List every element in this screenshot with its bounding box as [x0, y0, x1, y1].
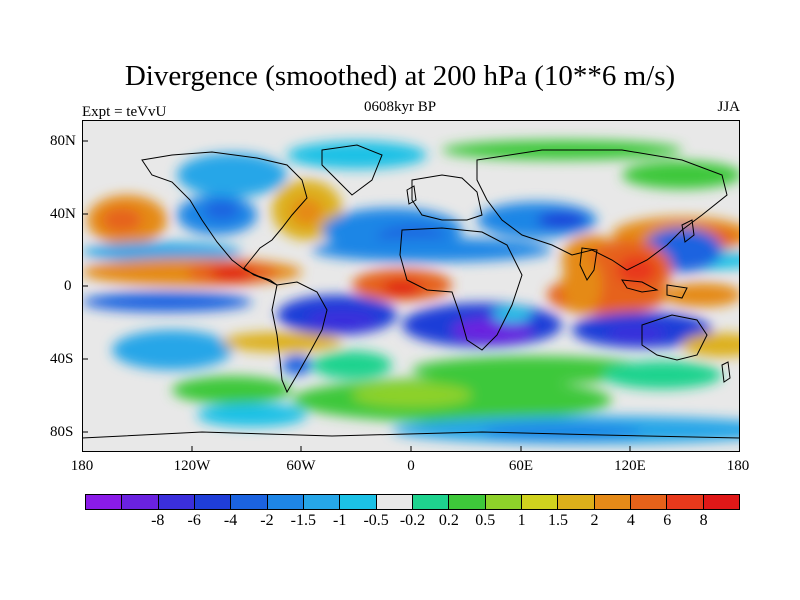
- lon-label-60e: 60E: [508, 458, 534, 474]
- time-label: 0608kyr BP: [363, 99, 437, 115]
- colorbar-swatch: [231, 495, 268, 509]
- lat-label-80s: 80S: [50, 424, 74, 440]
- colorbar-swatch: [412, 495, 450, 509]
- colorbar-swatch: [86, 495, 123, 509]
- colorbar-label: -0.5: [363, 512, 389, 529]
- colorbar-label: 8: [699, 512, 708, 529]
- colorbar-label: 2: [590, 512, 599, 529]
- lat-label-40n: 40N: [50, 206, 76, 222]
- season-label: JJA: [717, 99, 740, 115]
- colorbar: [85, 494, 740, 510]
- plot-title: Divergence (smoothed) at 200 hPa (10**6 …: [124, 60, 676, 92]
- colorbar-label: 0.5: [475, 512, 496, 529]
- experiment-label: Expt = teVvU: [82, 104, 167, 120]
- colorbar-label: -4: [223, 512, 238, 529]
- colorbar-label: 6: [663, 512, 672, 529]
- colorbar-swatch: [485, 495, 522, 509]
- colorbar-label: 1.5: [548, 512, 569, 529]
- lon-label-60w: 60W: [286, 458, 316, 474]
- lat-label-80n: 80N: [50, 133, 76, 149]
- colorbar-swatch: [449, 495, 486, 509]
- colorbar-swatch: [703, 495, 739, 509]
- colorbar-swatch: [667, 495, 704, 509]
- lat-label-eq: 0: [64, 278, 72, 294]
- colorbar-swatch: [267, 495, 304, 509]
- colorbar-label: 0.2: [438, 512, 459, 529]
- colorbar-swatch: [558, 495, 595, 509]
- colorbar-swatch: [594, 495, 631, 509]
- lon-label-0: 0: [407, 458, 415, 474]
- colorbar-label: -0.2: [399, 512, 426, 529]
- lon-label-120w: 120W: [173, 458, 211, 474]
- colorbar-swatch: [521, 495, 559, 509]
- colorbar-swatch: [340, 495, 377, 509]
- colorbar-swatch: [376, 495, 413, 509]
- colorbar-swatch: [303, 495, 341, 509]
- colorbar-swatch: [122, 495, 159, 509]
- lon-label-180e: 180: [726, 458, 750, 474]
- colorbar-label: -8: [151, 512, 165, 529]
- colorbar-swatch: [194, 495, 232, 509]
- colorbar-label: -1.5: [290, 512, 316, 529]
- colorbar-label: -2: [260, 512, 274, 529]
- colorbar-swatch: [630, 495, 668, 509]
- colorbar-label: -6: [187, 512, 201, 529]
- divergence-map: [82, 120, 740, 452]
- lon-label-180w: 180: [70, 458, 94, 474]
- colorbar-swatch: [158, 495, 195, 509]
- colorbar-label: 1: [517, 512, 526, 529]
- colorbar-label: -1: [333, 512, 347, 529]
- lat-label-40s: 40S: [50, 351, 74, 367]
- lon-label-120e: 120E: [614, 458, 646, 474]
- colorbar-label: 4: [626, 512, 635, 529]
